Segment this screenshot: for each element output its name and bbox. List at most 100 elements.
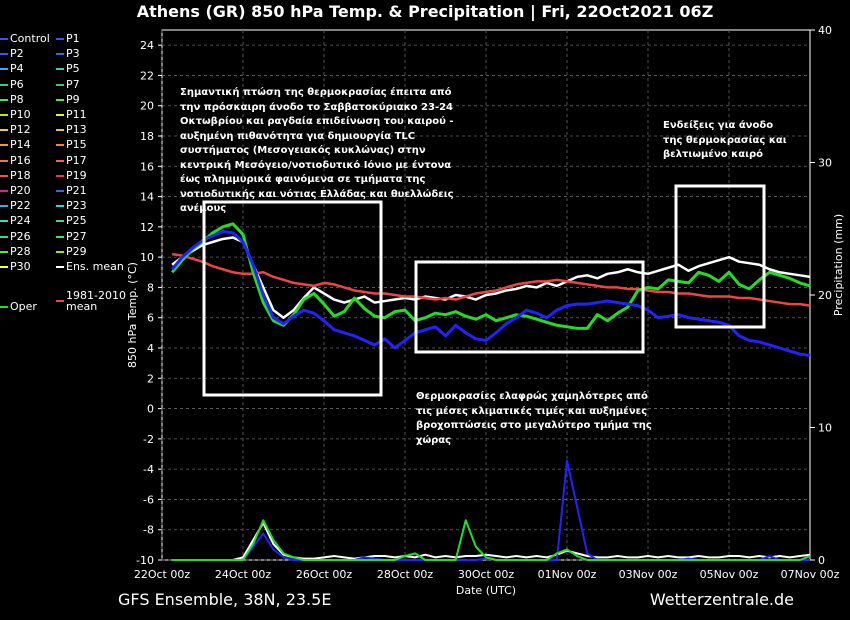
x-tick-label: 22Oct 00z (134, 568, 191, 581)
legend-item: P22 (0, 200, 31, 212)
legend-swatch (0, 266, 8, 268)
y-axis-label-right: Precipitation (mm) (832, 214, 845, 316)
legend-swatch (0, 83, 8, 86)
right-tick-label: 30 (818, 157, 832, 170)
legend-label: P18 (10, 168, 31, 182)
y-tick-label: 6 (147, 312, 154, 325)
legend-swatch (56, 250, 64, 253)
y-tick-label: -2 (143, 433, 154, 446)
right-tick-label: 10 (818, 422, 832, 435)
legend-item: P19 (56, 168, 87, 182)
y-tick-label: -4 (143, 463, 154, 476)
highlight-box-warming (674, 184, 766, 329)
legend-item: 1981-2010 mean (56, 290, 126, 312)
legend-label: P22 (10, 199, 31, 213)
series-line-control (170, 229, 811, 358)
legend-swatch (0, 144, 8, 147)
legend-item: P17 (56, 154, 87, 167)
legend-swatch (0, 205, 8, 208)
y-tick-label: 18 (140, 130, 154, 143)
legend-swatch (56, 159, 64, 162)
annotation-warming: Ενδείξεις για άνοδο της θερμοκρασίας και… (663, 120, 787, 160)
legend-label: P14 (10, 138, 31, 152)
legend-swatch (0, 250, 8, 253)
legend-label: P24 (10, 214, 31, 228)
x-tick-label: 24Oct 00z (215, 568, 272, 581)
y-tick-label: 16 (140, 160, 154, 173)
legend-swatch (0, 305, 8, 308)
legend-swatch (0, 38, 8, 40)
legend-label: P23 (66, 199, 87, 213)
legend-item: P27 (56, 230, 87, 243)
legend-label: P9 (66, 92, 80, 106)
y-tick-label: 8 (147, 281, 154, 294)
legend-item: P26 (0, 229, 31, 243)
legend-label: P26 (10, 229, 31, 243)
legend-item: P28 (0, 245, 31, 258)
legend-item: P11 (56, 109, 87, 121)
legend-item: P14 (0, 139, 31, 151)
precip-line-oper (172, 519, 811, 561)
legend-label: P12 (10, 123, 31, 137)
y-axis-label: 850 hPa Temp. (°C) (126, 262, 139, 368)
legend-swatch (56, 53, 64, 56)
legend-label: P8 (10, 92, 24, 106)
y-tick-label: -8 (143, 524, 154, 537)
legend-swatch (56, 174, 64, 177)
x-tick-label: 28Oct 00z (377, 568, 434, 581)
legend-item: P15 (56, 139, 87, 151)
legend-swatch (56, 235, 64, 238)
source-label: Wetterzentrale.de (649, 590, 794, 609)
y-tick-label: -6 (143, 493, 154, 506)
legend-item: P6 (0, 77, 24, 91)
legend-label: P19 (66, 168, 87, 182)
y-tick-label: 2 (147, 372, 154, 385)
legend-item: P7 (56, 78, 80, 91)
chart-title: Athens (GR) 850 hPa Temp. & Precipitatio… (136, 2, 714, 21)
legend-label: P25 (66, 214, 87, 228)
legend-swatch (56, 38, 64, 40)
y-tick-label: 22 (140, 69, 154, 82)
series-line-1981-2010-mean (171, 252, 811, 307)
legend-item: P13 (56, 124, 87, 136)
legend-label: P2 (10, 47, 24, 61)
legend-item: P8 (0, 92, 24, 106)
legend-item: P9 (56, 92, 80, 106)
legend-item: P12 (0, 124, 31, 136)
legend-item: P24 (0, 215, 31, 227)
legend-swatch (0, 190, 8, 192)
legend-item: P10 (0, 109, 31, 121)
legend-label: P30 (10, 260, 31, 273)
precip-line-ens-mean (172, 521, 811, 561)
legend-swatch (0, 53, 8, 56)
legend-label: 1981-2010 mean (66, 288, 126, 313)
series-line-ens-mean (171, 236, 811, 319)
highlight-box-cold-drop (202, 200, 383, 397)
legend-swatch (0, 114, 8, 116)
y-tick-label: 4 (147, 342, 154, 355)
y-tick-label: -10 (136, 554, 154, 567)
legend-label: P11 (66, 108, 87, 121)
legend-item: P5 (56, 63, 80, 75)
y-tick-label: 10 (140, 251, 154, 264)
legend-item: P3 (56, 48, 80, 60)
series-line-oper (170, 222, 811, 330)
legend-swatch (56, 144, 64, 147)
annotation-below-normal: Θερμοκρασίες ελαφρώς χαμηλότερες από τις… (416, 391, 652, 446)
legend-swatch (56, 98, 64, 101)
legend-item: P16 (0, 154, 31, 167)
legend-item: P30 (0, 261, 31, 273)
legend-label: P29 (66, 244, 87, 258)
x-axis-label: Date (UTC) (456, 584, 516, 597)
x-tick-label: 30Oct 00z (458, 568, 515, 581)
highlight-box-below-normal (414, 260, 645, 354)
y-tick-label: 24 (140, 39, 154, 52)
legend-swatch (0, 220, 8, 223)
legend-label: P15 (66, 138, 87, 152)
legend-label: P13 (66, 123, 87, 137)
legend-item: P25 (56, 215, 87, 227)
legend-swatch (0, 174, 8, 177)
legend-label: P6 (10, 77, 24, 91)
annotation-cold-drop: Σημαντική πτώση της θερμοκρασίας έπειτα … (180, 87, 454, 214)
